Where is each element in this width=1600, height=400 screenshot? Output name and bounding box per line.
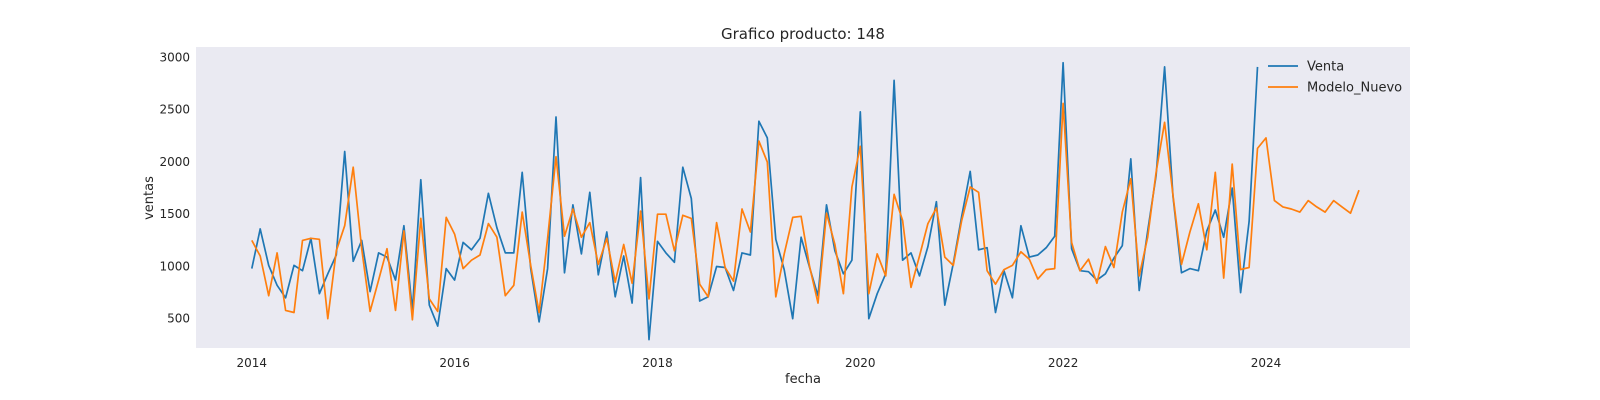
x-tick-label: 2022 bbox=[1048, 356, 1079, 370]
y-tick-label: 500 bbox=[167, 312, 190, 326]
x-tick-label: 2020 bbox=[845, 356, 876, 370]
x-tick-label: 2024 bbox=[1251, 356, 1282, 370]
legend-label: Modelo_Nuevo bbox=[1307, 81, 1402, 96]
plot-area bbox=[196, 47, 1410, 348]
chart-title: Grafico producto: 148 bbox=[721, 25, 885, 43]
y-tick-label: 1500 bbox=[159, 207, 190, 221]
x-tick-label: 2016 bbox=[439, 356, 470, 370]
y-tick-label: 3000 bbox=[159, 50, 190, 64]
y-tick-label: 2500 bbox=[159, 103, 190, 117]
y-axis: 500 1000 1500 2000 2500 3000 bbox=[159, 50, 190, 325]
y-tick-label: 1000 bbox=[159, 259, 190, 273]
x-axis: 2014 2016 2018 2020 2022 2024 bbox=[237, 356, 1282, 370]
x-tick-label: 2014 bbox=[237, 356, 268, 370]
x-axis-label: fecha bbox=[785, 372, 821, 387]
y-axis-label: ventas bbox=[142, 176, 157, 220]
legend: Venta Modelo_Nuevo bbox=[1268, 60, 1402, 96]
legend-label: Venta bbox=[1307, 60, 1344, 75]
series-line-modelo-nuevo bbox=[251, 102, 1360, 321]
x-tick-label: 2018 bbox=[642, 356, 673, 370]
series-group bbox=[250, 61, 1360, 341]
y-tick-label: 2000 bbox=[159, 155, 190, 169]
